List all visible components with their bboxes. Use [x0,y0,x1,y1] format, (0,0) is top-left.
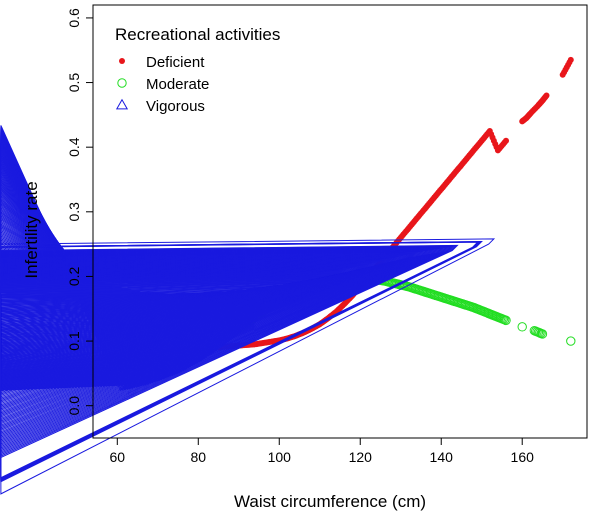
data-point-deficient [567,56,574,63]
legend-marker-vigorous [115,98,129,110]
x-tick-label: 120 [349,449,373,465]
legend-marker-moderate [117,78,127,88]
legend-title: Recreational activities [115,25,280,44]
x-tick-label: 60 [110,449,126,465]
legend-item-moderate: Moderate [117,76,209,93]
x-tick-label: 100 [268,449,292,465]
y-tick-label: 0.3 [66,202,82,222]
y-tick-label: 0.5 [66,73,82,93]
legend-marker-deficient [119,58,125,64]
legend-label: Deficient [146,54,205,71]
y-axis-title: Infertility rate [22,181,41,278]
data-point-deficient [503,137,510,144]
legend-label: Vigorous [146,98,205,115]
data-point-vigorous [0,238,496,495]
data-point-moderate [537,329,548,339]
y-axis: 0.0 0.1 0.2 0.3 0.4 0.5 0.6 [66,8,94,416]
data-point-moderate [566,336,576,346]
data-point-deficient [543,92,550,99]
legend: Recreational activities Deficient Moderat… [115,25,280,115]
y-tick-label: 0.0 [66,396,82,416]
series-vigorous [0,125,496,495]
x-axis-title: Waist circumference (cm) [234,492,426,511]
y-tick-label: 0.6 [66,8,82,28]
x-tick-label: 140 [430,449,454,465]
legend-label: Moderate [146,76,209,93]
legend-item-vigorous: Vigorous [115,98,205,115]
data-point-moderate [501,315,511,326]
x-axis: 60 80 100 120 140 160 [110,437,535,465]
x-tick-label: 80 [190,449,206,465]
data-point-moderate [517,322,527,332]
y-tick-label: 0.4 [66,137,82,157]
y-tick-label: 0.2 [66,266,82,286]
legend-item-deficient: Deficient [119,54,205,71]
chart-marks [0,56,576,495]
y-tick-label: 0.1 [66,331,82,351]
x-tick-label: 160 [511,449,535,465]
